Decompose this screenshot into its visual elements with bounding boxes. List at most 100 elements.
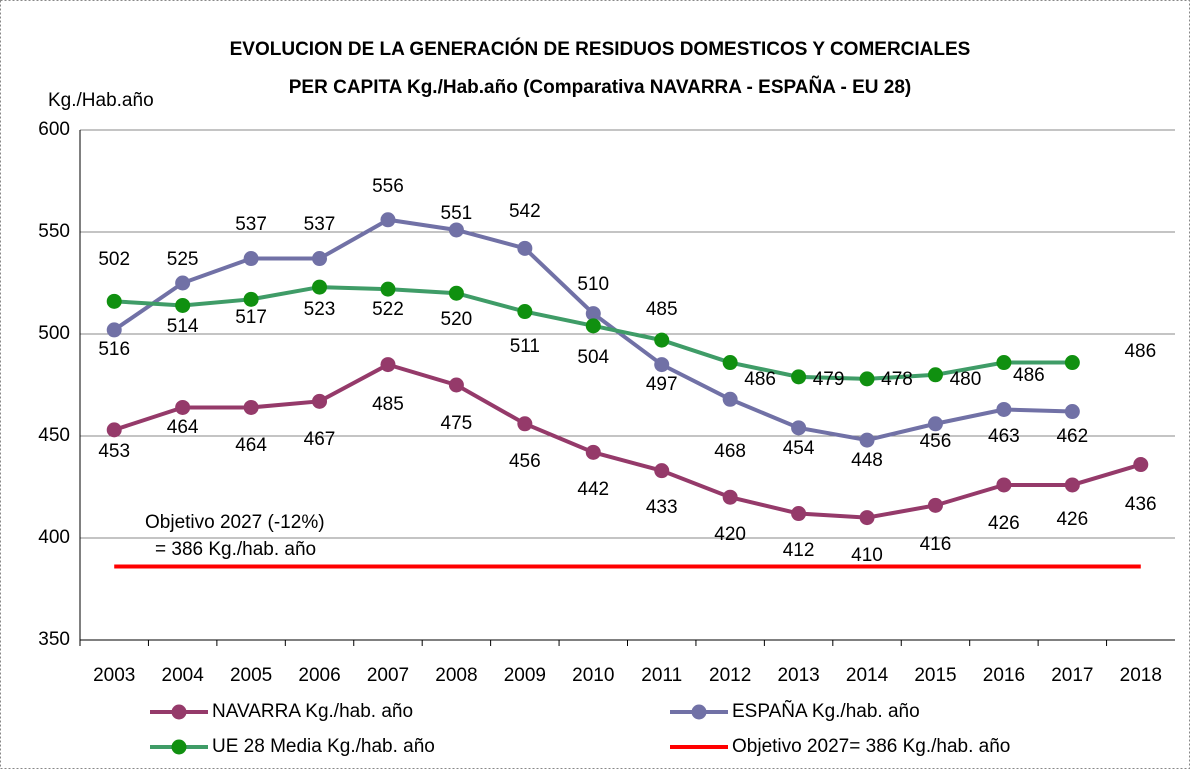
x-tick-label: 2017 (1051, 665, 1093, 686)
legend-label: NAVARRA Kg./hab. año (212, 701, 413, 722)
data-label: 486 (744, 369, 776, 390)
marker (859, 510, 875, 526)
marker (996, 355, 1012, 371)
marker (175, 297, 191, 313)
annotation: Objetivo 2027 (-12%) (145, 512, 325, 533)
data-label: 420 (714, 524, 746, 545)
marker (927, 367, 943, 383)
marker (585, 444, 601, 460)
data-label: 436 (1125, 494, 1157, 515)
data-label: 448 (851, 450, 883, 471)
marker (585, 306, 601, 322)
y-tick-label: 500 (38, 323, 70, 344)
marker (1064, 355, 1080, 371)
chart-title: EVOLUCION DE LA GENERACIÓN DE RESIDUOS D… (230, 38, 971, 60)
marker (312, 393, 328, 409)
marker (927, 497, 943, 513)
marker (722, 391, 738, 407)
data-label: 468 (714, 441, 746, 462)
data-label: 463 (988, 426, 1020, 447)
data-label: 520 (441, 309, 473, 330)
marker (1064, 477, 1080, 493)
data-label: 551 (441, 203, 473, 224)
legend-label: ESPAÑA Kg./hab. año (732, 700, 920, 722)
data-label: 456 (509, 451, 541, 472)
data-label: 412 (783, 540, 815, 561)
marker (1064, 404, 1080, 420)
data-label: 453 (98, 441, 130, 462)
marker (517, 240, 533, 256)
marker (859, 371, 875, 387)
marker (654, 357, 670, 373)
data-label: 517 (235, 307, 267, 328)
data-label: 556 (372, 176, 404, 197)
data-label: 510 (577, 274, 609, 295)
marker (175, 275, 191, 291)
x-tick-label: 2007 (367, 665, 409, 686)
data-label: 416 (920, 534, 952, 555)
marker (448, 222, 464, 238)
marker (996, 477, 1012, 493)
legend-label: Objetivo 2027= 386 Kg./hab. año (732, 736, 1010, 757)
y-tick-label: 600 (38, 119, 70, 140)
marker (312, 279, 328, 295)
marker (585, 318, 601, 334)
marker (791, 506, 807, 522)
data-label: 426 (1056, 509, 1088, 530)
legend-label: UE 28 Media Kg./hab. año (212, 736, 435, 757)
marker (791, 420, 807, 436)
marker (722, 355, 738, 371)
legend-marker (171, 704, 187, 720)
data-label: 426 (988, 513, 1020, 534)
marker (243, 399, 259, 415)
data-label: 537 (304, 214, 336, 235)
data-label: 542 (509, 201, 541, 222)
legend-marker (691, 704, 707, 720)
data-label: 475 (441, 413, 473, 434)
x-tick-label: 2009 (504, 665, 546, 686)
marker (106, 322, 122, 338)
y-tick-label: 450 (38, 425, 70, 446)
chart-subtitle: PER CAPITA Kg./Hab.año (Comparativa NAVA… (289, 76, 912, 98)
data-label: 502 (98, 249, 130, 270)
marker (106, 293, 122, 309)
data-label: 462 (1056, 426, 1088, 447)
x-tick-label: 2003 (93, 665, 135, 686)
marker (927, 416, 943, 432)
x-tick-label: 2006 (298, 665, 340, 686)
x-tick-label: 2014 (846, 665, 889, 686)
marker (380, 281, 396, 297)
marker (243, 251, 259, 267)
marker (859, 432, 875, 448)
legend-marker (171, 739, 187, 755)
data-label: 456 (920, 431, 952, 452)
data-label: 485 (646, 299, 678, 320)
data-label: 486 (1124, 341, 1156, 362)
x-tick-label: 2018 (1120, 665, 1162, 686)
data-label: 410 (851, 545, 883, 566)
x-tick-label: 2011 (641, 665, 682, 686)
data-label: 511 (510, 336, 540, 357)
data-label: 467 (304, 429, 336, 450)
data-label: 522 (372, 299, 404, 320)
annotation: = 386 Kg./hab. año (155, 539, 316, 560)
marker (791, 369, 807, 385)
x-tick-label: 2015 (914, 665, 956, 686)
x-tick-label: 2004 (162, 665, 205, 686)
y-tick-label: 350 (38, 629, 70, 650)
marker (448, 377, 464, 393)
marker (312, 251, 328, 267)
y-tick-label: 400 (38, 527, 70, 548)
marker (654, 332, 670, 348)
data-label: 516 (98, 339, 130, 360)
marker (243, 291, 259, 307)
x-tick-label: 2016 (983, 665, 1025, 686)
marker (175, 399, 191, 415)
x-tick-label: 2005 (230, 665, 272, 686)
data-label: 486 (1013, 365, 1045, 386)
x-tick-label: 2013 (777, 665, 819, 686)
data-label: 523 (304, 299, 336, 320)
data-label: 454 (783, 438, 815, 459)
